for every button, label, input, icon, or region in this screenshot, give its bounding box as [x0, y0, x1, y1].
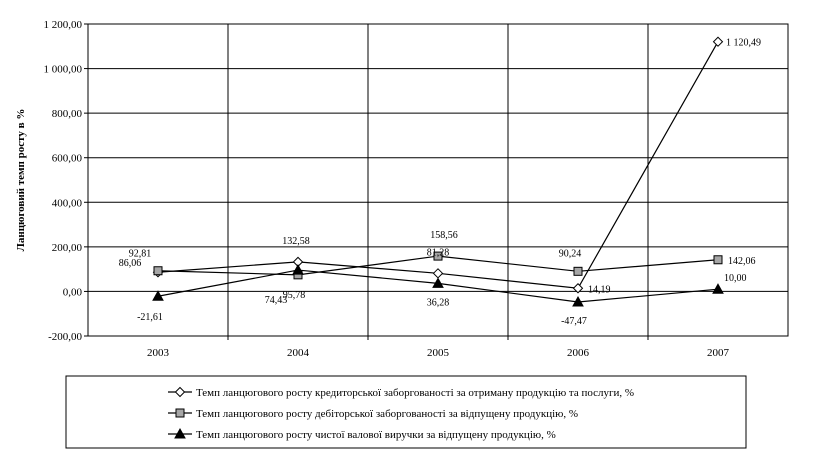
- legend-item-3: Темп ланцюгового росту чистої валової ви…: [168, 427, 556, 441]
- data-label: -47,47: [561, 316, 587, 327]
- legend-item-2: Темп ланцюгового росту дебіторської забо…: [168, 408, 578, 420]
- y-axis-label: Ланцюговий темп росту в %: [15, 109, 27, 252]
- y-axis: -200,00 0,00 200,00 400,00 600,00 800,00 1 000…: [44, 19, 88, 343]
- x-tick-label: 2004: [287, 347, 310, 359]
- y-tick-label: 1 000,00: [44, 64, 83, 76]
- data-label: 81,28: [427, 247, 450, 258]
- data-label: 1 120,49: [726, 38, 761, 49]
- y-tick-label: 0,00: [63, 286, 83, 298]
- triangle-marker: [152, 290, 164, 301]
- grid: [88, 23, 788, 337]
- triangle-marker: [432, 277, 444, 288]
- x-tick-label: 2005: [427, 347, 450, 359]
- x-tick-label: 2003: [147, 347, 170, 359]
- triangle-marker: [174, 427, 186, 439]
- data-label: 92,81: [129, 249, 152, 260]
- x-axis: 2003 2004 2005 2006 2007: [147, 336, 730, 359]
- data-label: 95,78: [283, 290, 306, 301]
- square-marker: [713, 255, 723, 265]
- data-label: 14,19: [588, 284, 611, 295]
- x-tick-label: 2007: [707, 347, 730, 359]
- square-marker: [573, 266, 583, 276]
- legend-item-1: Темп ланцюгового росту кредиторської заб…: [168, 386, 634, 399]
- legend: Темп ланцюгового росту кредиторської заб…: [65, 375, 747, 449]
- data-label: 10,00: [724, 273, 747, 284]
- data-label: -21,61: [137, 312, 163, 323]
- x-tick-label: 2006: [567, 347, 590, 359]
- y-tick-label: -200,00: [48, 331, 82, 343]
- square-marker: [175, 408, 185, 418]
- data-labels: 86,06 132,58 81,28 14,19 1 120,49 92,81 74,43 1…: [119, 38, 761, 327]
- legend-label: Темп ланцюгового росту кредиторської заб…: [196, 387, 634, 399]
- legend-label: Темп ланцюгового росту чистої валової ви…: [196, 429, 556, 441]
- series-group: [152, 36, 724, 307]
- data-label: 158,56: [430, 230, 458, 241]
- y-tick-label: 800,00: [52, 108, 83, 120]
- diamond-marker: [712, 36, 724, 47]
- data-label: 132,58: [282, 236, 310, 247]
- y-tick-label: 200,00: [52, 242, 83, 254]
- triangle-marker: [292, 264, 304, 275]
- square-marker: [153, 266, 163, 276]
- data-label: 142,06: [728, 256, 756, 267]
- legend-label: Темп ланцюгового росту дебіторської забо…: [196, 408, 578, 420]
- square-marker: [433, 251, 443, 261]
- triangle-marker: [712, 283, 724, 294]
- data-label: 86,06: [119, 258, 142, 269]
- data-label: 90,24: [559, 248, 582, 259]
- series-2: [153, 251, 723, 280]
- y-tick-label: 400,00: [52, 197, 83, 209]
- diamond-marker: [174, 386, 186, 398]
- data-label: 74,43: [265, 295, 288, 306]
- y-tick-label: 1 200,00: [44, 19, 83, 31]
- data-label: 36,28: [427, 297, 450, 308]
- series-3: [152, 264, 724, 307]
- triangle-marker: [572, 295, 584, 307]
- y-tick-label: 600,00: [52, 153, 83, 165]
- diamond-marker: [572, 283, 584, 294]
